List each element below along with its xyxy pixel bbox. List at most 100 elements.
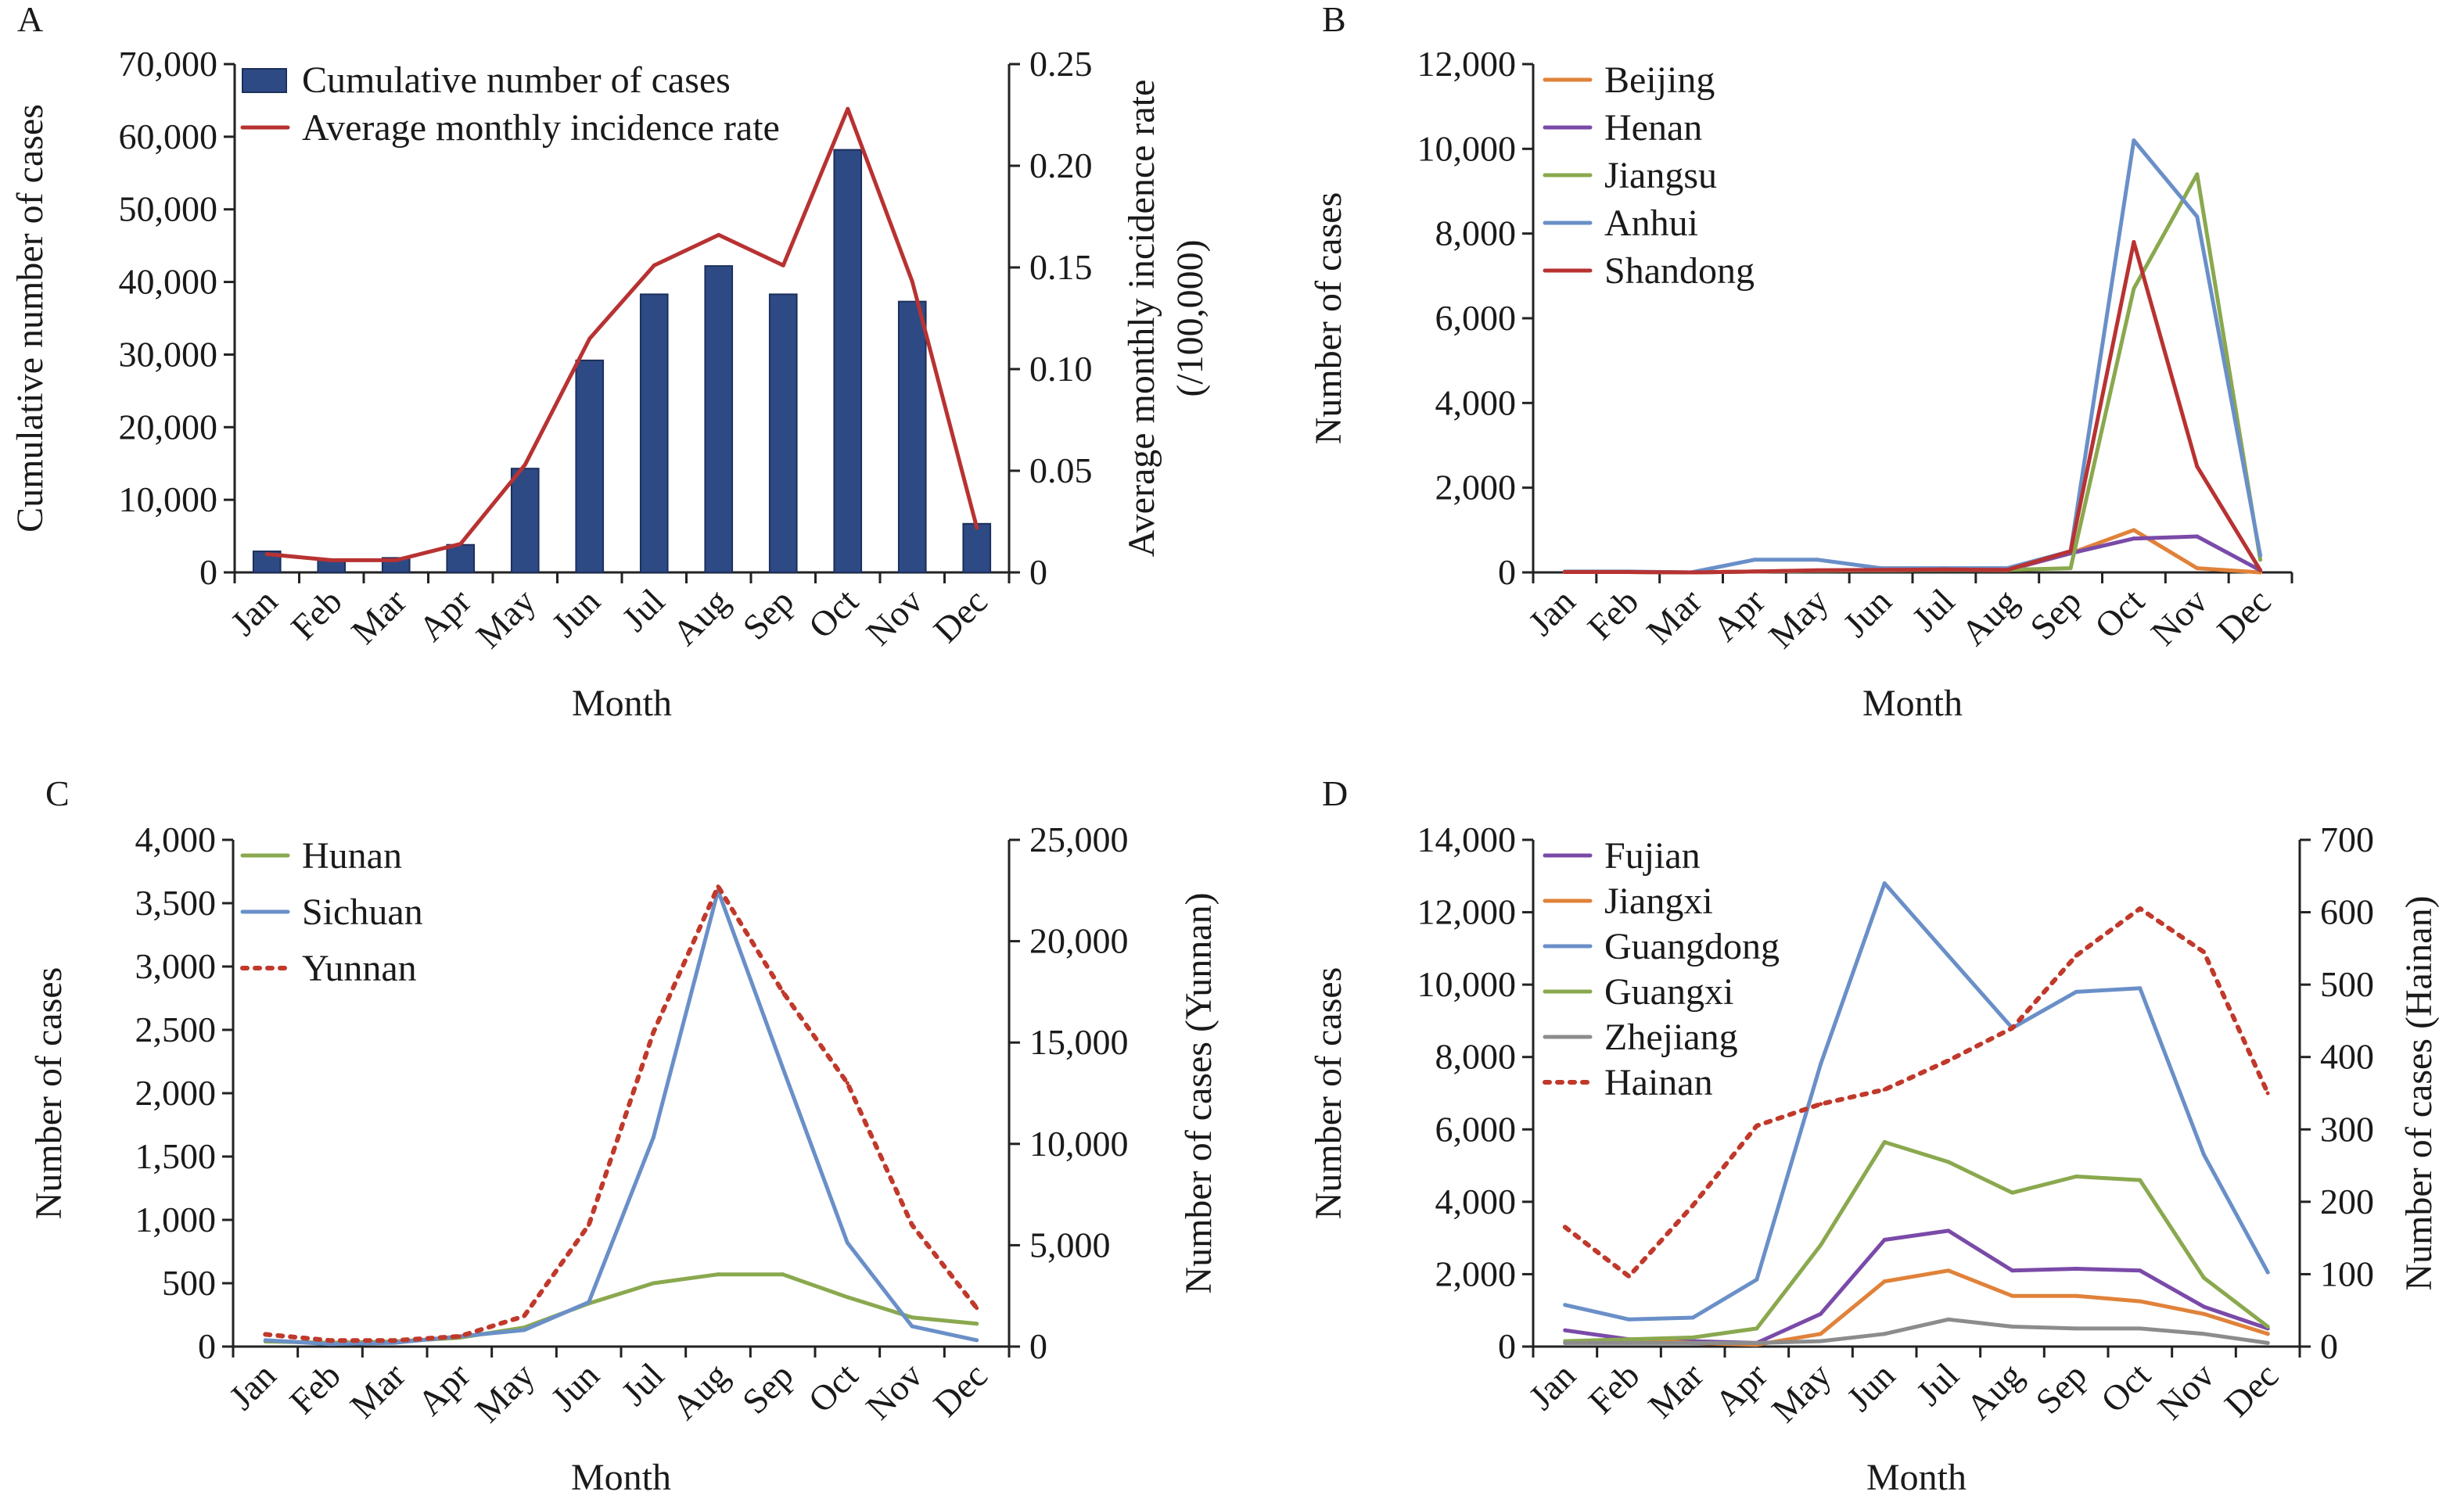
data-point [2138, 906, 2143, 911]
x-tick-label: Dec [2209, 581, 2278, 650]
x-tick-label: Jun [543, 1355, 606, 1419]
legend-label: Cumulative number of cases [302, 59, 731, 101]
data-point [2010, 1293, 2014, 1298]
y-tick-label: 1,000 [135, 1200, 217, 1239]
bar [704, 265, 734, 573]
series-line [263, 884, 979, 1343]
data-point [264, 552, 269, 557]
data-point [716, 884, 720, 889]
x-tick-label: Aug [1953, 581, 2025, 653]
y-tick-label: 60,000 [119, 117, 218, 156]
data-point [1563, 1225, 1568, 1229]
data-point [1882, 1139, 1887, 1144]
bar [962, 522, 992, 573]
data-point [2202, 1275, 2206, 1280]
y-tick-label: 0 [1498, 552, 1516, 592]
y-tick-label: 2,000 [1435, 468, 1517, 508]
data-point [2132, 138, 2136, 142]
legend-label: Yunnan [302, 948, 417, 989]
legend: Cumulative number of cases Average monthl… [240, 59, 780, 149]
data-point [1946, 1317, 1951, 1322]
data-point [587, 336, 592, 341]
data-point [1819, 1311, 1823, 1316]
data-point [2195, 566, 2200, 571]
x-tick-label: Nov [858, 1355, 930, 1427]
legend-label: Beijing [1604, 59, 1715, 101]
x-tick-label: Jul [1909, 1355, 1967, 1413]
series-hainan [1562, 906, 2271, 1279]
y2-axis-title: Number of cases (Hainan) [2398, 895, 2440, 1290]
data-point [2265, 1091, 2270, 1096]
x-axis-title: Month [572, 683, 672, 724]
x-tick-label: Oct [2087, 581, 2152, 646]
x-tick-label: Dec [925, 1355, 994, 1424]
data-point [522, 1328, 526, 1332]
y-tick-label: 1,500 [135, 1136, 217, 1176]
series-shandong [1562, 240, 2263, 575]
data-point [2202, 1311, 2206, 1316]
data-point [2132, 528, 2136, 533]
x-tick-label: May [469, 581, 544, 656]
x-tick-label: May [1761, 581, 1836, 656]
y-axis-title: Number of cases [28, 967, 70, 1220]
y-tick-label: 4,000 [1435, 382, 1517, 422]
data-point [587, 1222, 591, 1227]
y2-tick-label: 0.20 [1029, 145, 1093, 185]
y2-tick-label: 700 [2320, 820, 2374, 859]
data-point [910, 279, 914, 284]
data-point [2005, 568, 2010, 572]
series-line [264, 106, 979, 562]
data-point [1563, 1340, 1568, 1345]
y-tick-label: 10,000 [1417, 128, 1517, 168]
data-point [781, 263, 785, 267]
legend-label: Hainan [1604, 1062, 1713, 1103]
x-tick-label: Apr [410, 1355, 478, 1423]
data-point [2068, 566, 2073, 571]
y-tick-label: 30,000 [119, 334, 218, 374]
y-axis-title: Number of cases [1308, 967, 1349, 1220]
x-tick-label: Oct [801, 581, 866, 646]
data-point [2010, 1026, 2014, 1031]
data-point [1946, 1058, 1951, 1063]
data-point [2202, 1153, 2206, 1157]
data-point [458, 542, 463, 547]
data-point [1816, 568, 1820, 572]
data-point [2202, 949, 2206, 954]
panel-letter: A [17, 0, 43, 39]
y-axis-title: Cumulative number of cases [9, 104, 51, 533]
data-point [2068, 549, 2073, 554]
data-point [1752, 558, 1757, 562]
y-axis-title: Number of cases [1308, 192, 1349, 445]
data-point [975, 1338, 979, 1343]
y2-tick-label: 100 [2320, 1254, 2374, 1293]
x-tick-label: Mar [1640, 1355, 1711, 1426]
data-point [1819, 1062, 1823, 1067]
series-line [263, 1272, 979, 1345]
x-tick-label: Feb [283, 581, 350, 647]
legend-label: Shandong [1604, 250, 1755, 292]
y-tick-label: 40,000 [119, 262, 218, 302]
bar [897, 300, 927, 573]
legend: Hunan Sichuan Yunnan [240, 835, 423, 989]
panel-d: D 0 2,000 4,000 6,000 8,000 10,000 12,000 14,000… [1308, 773, 2440, 1498]
x-tick-label: Jun [1835, 581, 1898, 644]
x-tick-label: Jul [1904, 581, 1962, 639]
bar [510, 468, 540, 574]
data-point [910, 1222, 914, 1227]
data-point [2195, 534, 2200, 539]
data-point [1946, 1268, 1951, 1273]
y-tick-label: 0 [199, 552, 217, 592]
x-axis-title: Month [1862, 683, 1963, 724]
y2-tick-label: 10,000 [1029, 1124, 1129, 1164]
data-point [2258, 568, 2263, 572]
x-tick-label: Aug [665, 581, 737, 653]
y-tick-label: 500 [162, 1263, 216, 1303]
x-tick-label: Dec [2217, 1355, 2286, 1424]
data-point [2138, 1268, 2143, 1273]
bar [639, 293, 669, 573]
data-point [2195, 464, 2200, 469]
data-point [263, 1332, 268, 1336]
legend: Beijing Henan Jiangsu Anhui Shandong [1543, 59, 1755, 292]
data-point [2202, 1304, 2206, 1309]
